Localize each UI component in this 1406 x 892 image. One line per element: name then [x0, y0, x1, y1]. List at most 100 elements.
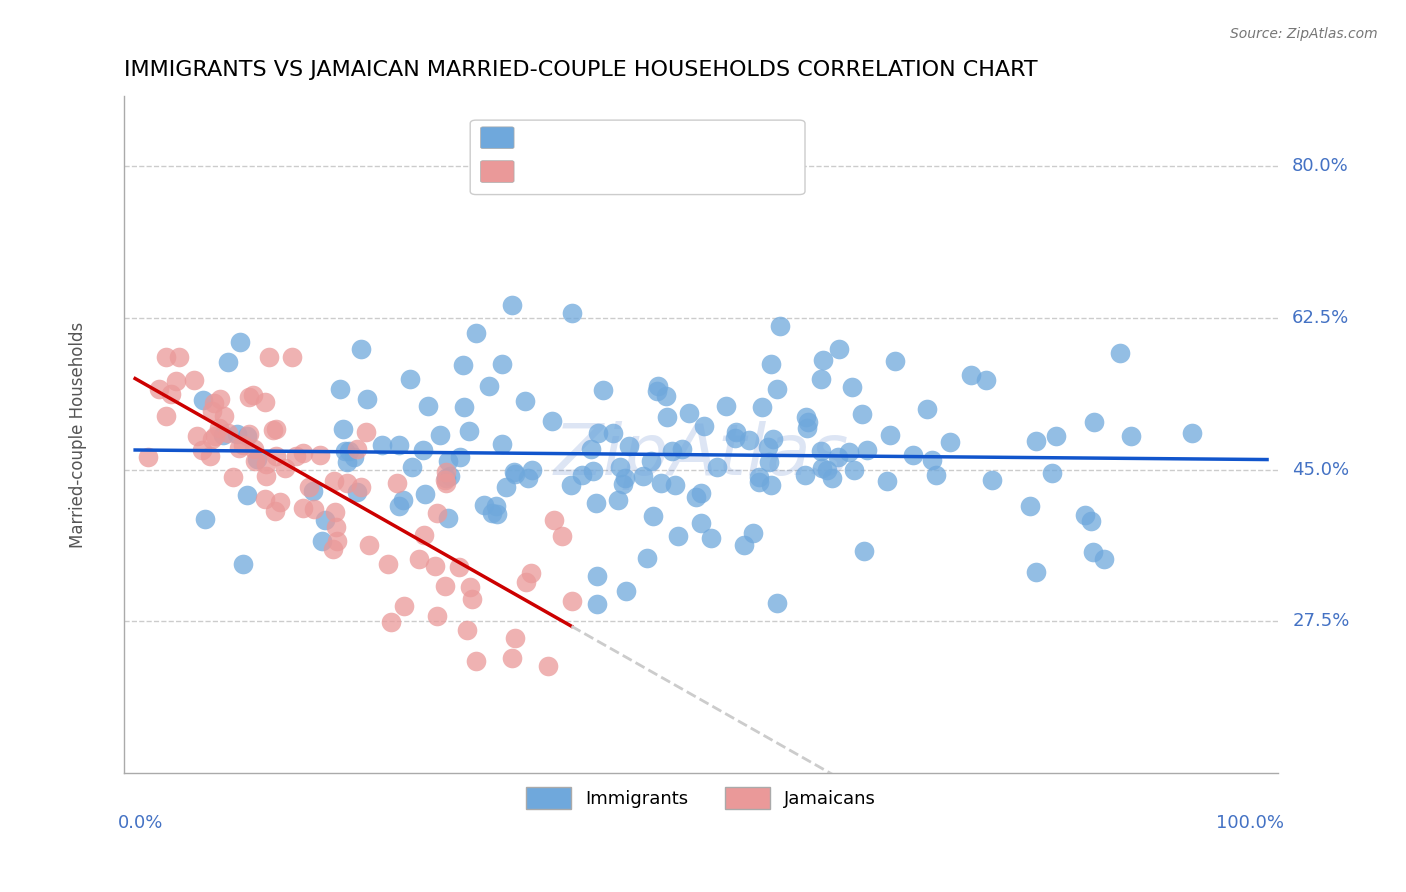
Point [1019, 499, 1042, 513]
Point [884, 354, 907, 368]
Point [336, 455, 359, 469]
Point [766, 383, 789, 397]
Point [263, 504, 285, 518]
Point [274, 461, 297, 475]
Point [284, 449, 307, 463]
Point [202, 396, 225, 410]
Point [412, 443, 434, 458]
Text: R = -0.543  N =  81: R = -0.543 N = 81 [505, 165, 728, 184]
Point [387, 476, 409, 491]
Point [685, 491, 707, 505]
Point [399, 371, 422, 385]
Point [238, 427, 260, 442]
Point [412, 528, 434, 542]
Point [160, 387, 183, 401]
Point [501, 298, 523, 312]
Point [222, 470, 245, 484]
Point [437, 454, 460, 468]
Point [813, 353, 835, 368]
Point [586, 569, 609, 583]
Point [208, 392, 231, 407]
Point [838, 445, 860, 459]
Point [343, 450, 366, 464]
FancyBboxPatch shape [470, 120, 806, 194]
Point [465, 326, 488, 340]
Point [418, 399, 440, 413]
Point [664, 478, 686, 492]
Point [921, 452, 943, 467]
Point [253, 395, 276, 409]
Point [434, 475, 457, 490]
Point [1040, 466, 1063, 480]
Point [1081, 544, 1104, 558]
Text: R = -0.018  N = 152: R = -0.018 N = 152 [505, 128, 728, 148]
Point [592, 383, 614, 397]
Point [647, 384, 669, 398]
Point [350, 343, 373, 357]
Point [974, 373, 997, 387]
Point [354, 425, 377, 440]
Point [326, 534, 349, 549]
Point [501, 650, 523, 665]
Point [194, 512, 217, 526]
Point [811, 460, 834, 475]
Point [262, 423, 284, 437]
Point [388, 437, 411, 451]
Point [571, 468, 593, 483]
Point [586, 597, 609, 611]
Point [609, 459, 631, 474]
Point [429, 428, 451, 442]
Point [796, 421, 818, 435]
Point [666, 529, 689, 543]
Point [155, 350, 177, 364]
Legend: Immigrants, Jamaicans: Immigrants, Jamaicans [517, 778, 886, 818]
Point [242, 388, 264, 402]
Point [246, 452, 269, 467]
Point [810, 372, 832, 386]
Point [359, 538, 381, 552]
Point [472, 498, 495, 512]
Point [690, 516, 713, 530]
Point [768, 318, 790, 333]
Point [254, 492, 277, 507]
Point [797, 415, 820, 429]
Point [212, 409, 235, 423]
Point [1074, 508, 1097, 523]
Point [311, 534, 333, 549]
Point [478, 379, 501, 393]
Point [461, 591, 484, 606]
Point [631, 469, 654, 483]
Point [426, 506, 449, 520]
Point [377, 557, 399, 571]
Point [481, 506, 503, 520]
Point [561, 306, 583, 320]
Point [322, 542, 344, 557]
Point [426, 608, 449, 623]
Point [1080, 514, 1102, 528]
Point [828, 342, 851, 356]
Point [392, 599, 415, 613]
Point [436, 471, 458, 485]
Point [758, 455, 780, 469]
Point [264, 422, 287, 436]
Point [1025, 566, 1047, 580]
Point [337, 444, 360, 458]
Point [207, 421, 229, 435]
Point [841, 380, 863, 394]
Point [827, 450, 849, 464]
Point [505, 631, 527, 645]
Point [689, 486, 711, 500]
Point [325, 505, 347, 519]
Point [291, 501, 314, 516]
Point [201, 432, 224, 446]
Point [212, 428, 235, 442]
Point [1092, 551, 1115, 566]
Point [437, 510, 460, 524]
Point [465, 654, 488, 668]
Point [671, 442, 693, 456]
Point [226, 426, 249, 441]
Point [748, 470, 770, 484]
Point [1181, 425, 1204, 440]
Point [537, 659, 560, 673]
Point [336, 475, 359, 490]
